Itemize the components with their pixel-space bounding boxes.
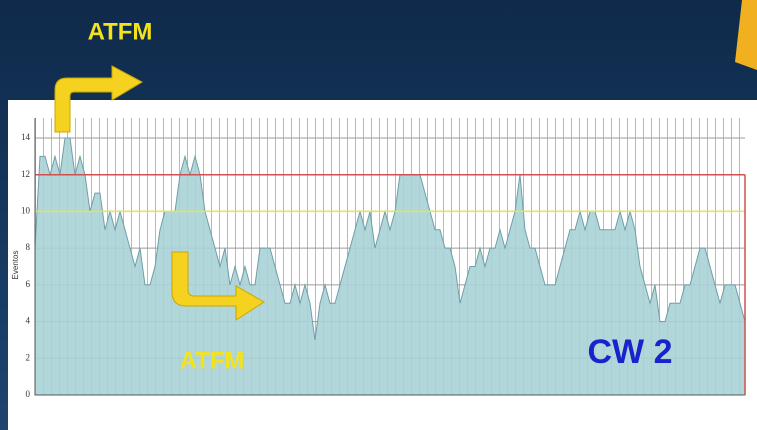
y-tick-label: 2 — [26, 352, 31, 362]
y-tick-label: 8 — [26, 242, 31, 252]
y-tick-label: 0 — [26, 389, 31, 399]
y-axis-label: Eventos — [11, 251, 20, 280]
arrow — [54, 65, 144, 133]
logo-corner — [735, 0, 757, 70]
annotation: ATFM — [88, 18, 153, 45]
y-tick-label: 14 — [21, 132, 31, 142]
y-tick-label: 12 — [21, 169, 30, 179]
area — [34, 137, 746, 396]
annotation: ATFM — [180, 347, 245, 374]
y-tick-label: 10 — [21, 205, 31, 215]
y-tick-label: 4 — [26, 316, 31, 326]
annotation: CW 2 — [588, 333, 673, 371]
arrow — [171, 251, 265, 321]
y-tick-label: 6 — [26, 279, 31, 289]
